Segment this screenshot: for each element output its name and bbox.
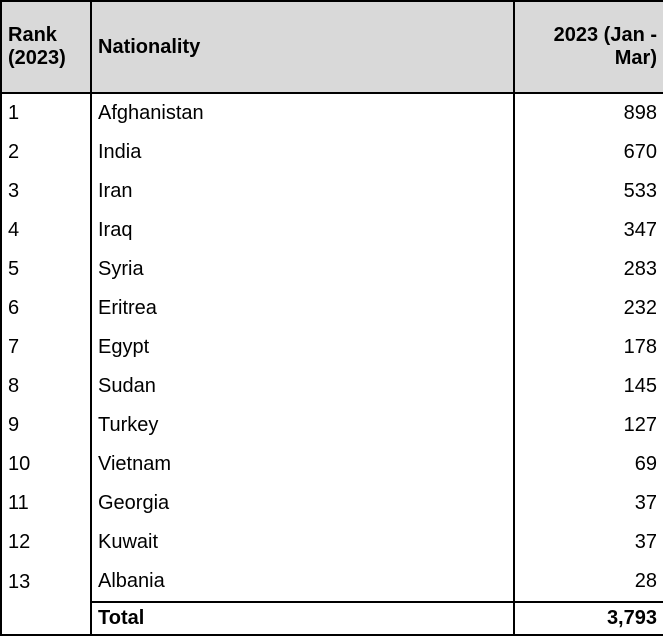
cell-value: 898 [514, 93, 663, 133]
cell-total-label: Total [91, 602, 514, 635]
cell-nationality: Turkey [91, 406, 514, 445]
cell-value: 127 [514, 406, 663, 445]
cell-rank: 11 [1, 484, 91, 523]
cell-nationality: India [91, 133, 514, 172]
col-header-value: 2023 (Jan - Mar) [514, 1, 663, 93]
col-header-rank: Rank (2023) [1, 1, 91, 93]
cell-rank: 10 [1, 445, 91, 484]
cell-nationality: Eritrea [91, 289, 514, 328]
cell-nationality: Afghanistan [91, 93, 514, 133]
table-row: 5 Syria 283 [1, 250, 663, 289]
cell-rank: 5 [1, 250, 91, 289]
table-row: 7 Egypt 178 [1, 328, 663, 367]
cell-value: 533 [514, 172, 663, 211]
cell-value: 37 [514, 484, 663, 523]
table-row: 8 Sudan 145 [1, 367, 663, 406]
cell-nationality: Vietnam [91, 445, 514, 484]
cell-total-value: 3,793 [514, 602, 663, 635]
cell-rank: 3 [1, 172, 91, 211]
table-row: 12 Kuwait 37 [1, 523, 663, 562]
cell-rank: 1 [1, 93, 91, 133]
cell-nationality: Georgia [91, 484, 514, 523]
cell-value: 37 [514, 523, 663, 562]
cell-value: 28 [514, 562, 663, 602]
cell-value: 283 [514, 250, 663, 289]
cell-nationality: Albania [91, 562, 514, 602]
cell-nationality: Egypt [91, 328, 514, 367]
cell-rank: 4 [1, 211, 91, 250]
cell-nationality: Sudan [91, 367, 514, 406]
nationality-rank-table: Rank (2023) Nationality 2023 (Jan - Mar)… [0, 0, 663, 636]
cell-total-rank [1, 602, 91, 635]
table-row: 6 Eritrea 232 [1, 289, 663, 328]
cell-nationality: Iran [91, 172, 514, 211]
cell-nationality: Iraq [91, 211, 514, 250]
table-header-row: Rank (2023) Nationality 2023 (Jan - Mar) [1, 1, 663, 93]
table-row: 9 Turkey 127 [1, 406, 663, 445]
table-row: 13 Albania 28 [1, 562, 663, 602]
cell-rank: 6 [1, 289, 91, 328]
cell-value: 347 [514, 211, 663, 250]
cell-value: 69 [514, 445, 663, 484]
table-row: 2 India 670 [1, 133, 663, 172]
table-row: 4 Iraq 347 [1, 211, 663, 250]
cell-rank: 9 [1, 406, 91, 445]
cell-nationality: Syria [91, 250, 514, 289]
cell-value: 232 [514, 289, 663, 328]
cell-value: 145 [514, 367, 663, 406]
cell-rank: 12 [1, 523, 91, 562]
cell-rank: 8 [1, 367, 91, 406]
cell-rank: 7 [1, 328, 91, 367]
cell-value: 670 [514, 133, 663, 172]
table-row: 10 Vietnam 69 [1, 445, 663, 484]
table-total-row: Total 3,793 [1, 602, 663, 635]
cell-value: 178 [514, 328, 663, 367]
table-body: 1 Afghanistan 898 2 India 670 3 Iran 533… [1, 93, 663, 602]
col-header-nationality: Nationality [91, 1, 514, 93]
cell-rank: 2 [1, 133, 91, 172]
table-row: 11 Georgia 37 [1, 484, 663, 523]
table-row: 1 Afghanistan 898 [1, 93, 663, 133]
cell-nationality: Kuwait [91, 523, 514, 562]
table-row: 3 Iran 533 [1, 172, 663, 211]
cell-rank: 13 [1, 562, 91, 602]
